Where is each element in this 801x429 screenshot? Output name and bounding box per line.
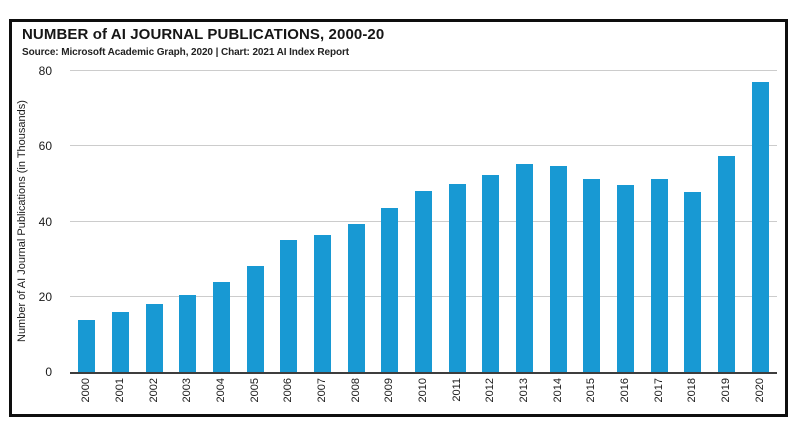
y-axis-ticks: 0 20 40 60 80 <box>12 65 60 378</box>
x-label-slot-2013: 2013 <box>508 378 542 414</box>
x-label-slot-2008: 2008 <box>339 378 373 414</box>
x-label-slot-2002: 2002 <box>137 378 171 414</box>
x-label-slot-2001: 2001 <box>104 378 138 414</box>
y-tick-label-40: 40 <box>38 214 52 229</box>
x-tick-label-2011: 2011 <box>450 378 463 402</box>
x-tick-label-2009: 2009 <box>383 378 396 403</box>
chart-frame: NUMBER of AI JOURNAL PUBLICATIONS, 2000-… <box>9 19 788 417</box>
bar-slot-2015 <box>575 71 609 372</box>
bar-slot-2007 <box>306 71 340 372</box>
x-label-slot-2009: 2009 <box>373 378 407 414</box>
bar-2018 <box>684 192 702 372</box>
x-label-slot-2011: 2011 <box>440 378 474 414</box>
x-tick-label-2015: 2015 <box>585 378 598 403</box>
y-tick-label-0: 0 <box>45 365 52 379</box>
x-label-slot-2016: 2016 <box>609 378 643 414</box>
x-tick-label-2016: 2016 <box>619 378 632 403</box>
bar-2000 <box>78 320 96 372</box>
x-tick-label-2020: 2020 <box>753 378 766 403</box>
x-label-slot-2004: 2004 <box>205 378 239 414</box>
x-label-slot-2007: 2007 <box>306 378 340 414</box>
x-tick-label-2007: 2007 <box>316 378 329 403</box>
x-label-slot-2005: 2005 <box>238 378 272 414</box>
x-tick-label-2008: 2008 <box>349 378 362 403</box>
x-tick-label-2019: 2019 <box>720 378 733 403</box>
x-tick-label-2018: 2018 <box>686 378 699 403</box>
bar-slot-2002 <box>137 71 171 372</box>
x-tick-label-2001: 2001 <box>114 378 126 403</box>
gridline-60 <box>70 145 777 147</box>
x-label-slot-2019: 2019 <box>710 378 744 414</box>
bar-slot-2017 <box>642 71 676 372</box>
bar-2014 <box>549 165 567 372</box>
x-tick-label-2003: 2003 <box>181 378 194 403</box>
x-label-slot-2014: 2014 <box>541 378 575 414</box>
x-tick-label-2005: 2005 <box>248 378 261 403</box>
bar-slot-2016 <box>609 71 643 372</box>
bar-slot-2020 <box>743 71 777 372</box>
bar-2002 <box>145 304 163 372</box>
x-label-slot-2010: 2010 <box>407 378 441 414</box>
bar-slot-2003 <box>171 71 205 372</box>
y-tick-label-20: 20 <box>38 289 52 304</box>
bar-slot-2005 <box>238 71 272 372</box>
bar-2004 <box>213 282 231 372</box>
x-label-slot-2018: 2018 <box>676 378 710 414</box>
bar-2017 <box>650 178 668 372</box>
x-tick-label-2010: 2010 <box>417 378 430 403</box>
bar-2001 <box>112 312 129 372</box>
bar-slot-2004 <box>205 71 239 372</box>
x-label-slot-2012: 2012 <box>474 378 508 414</box>
x-axis-labels: 2000 2001 2002 2003 2004 2005 2006 2007 2008 2009… <box>70 378 777 414</box>
bar-slot-2006 <box>272 71 306 372</box>
x-tick-label-2000: 2000 <box>80 378 93 403</box>
bar-slot-2000 <box>70 71 104 372</box>
bar-series <box>70 71 777 372</box>
bar-slot-2018 <box>676 71 710 372</box>
bar-2006 <box>280 239 298 372</box>
x-tick-label-2012: 2012 <box>484 378 497 403</box>
x-tick-label-2017: 2017 <box>652 378 665 403</box>
y-tick-label-80: 80 <box>38 64 52 78</box>
bar-slot-2011 <box>440 71 474 372</box>
bar-2009 <box>381 208 399 372</box>
bar-2010 <box>415 191 433 372</box>
bar-2013 <box>516 164 534 372</box>
bar-2019 <box>718 156 736 372</box>
bar-2012 <box>482 174 500 372</box>
bar-2020 <box>751 81 769 372</box>
x-label-slot-2006: 2006 <box>272 378 306 414</box>
plot-area <box>70 70 777 374</box>
bar-2008 <box>347 223 365 372</box>
x-tick-label-2006: 2006 <box>282 378 295 403</box>
x-tick-label-2002: 2002 <box>147 378 160 403</box>
chart-source-caption: Source: Microsoft Academic Graph, 2020 |… <box>22 47 350 58</box>
x-label-slot-2015: 2015 <box>575 378 609 414</box>
x-label-slot-2000: 2000 <box>70 378 104 414</box>
x-label-slot-2020: 2020 <box>743 378 777 414</box>
x-label-slot-2017: 2017 <box>642 378 676 414</box>
chart-title: NUMBER of AI JOURNAL PUBLICATIONS, 2000-… <box>22 26 385 43</box>
bar-slot-2009 <box>373 71 407 372</box>
x-tick-label-2014: 2014 <box>551 378 564 403</box>
x-label-slot-2003: 2003 <box>171 378 205 414</box>
bar-slot-2019 <box>710 71 744 372</box>
bar-2005 <box>246 265 264 372</box>
bar-slot-2012 <box>474 71 508 372</box>
bar-slot-2010 <box>407 71 441 372</box>
bar-2007 <box>314 235 332 372</box>
bar-slot-2014 <box>541 71 575 372</box>
bar-slot-2013 <box>508 71 542 372</box>
gridline-80 <box>70 70 777 71</box>
x-tick-label-2004: 2004 <box>215 378 228 403</box>
bar-2011 <box>448 183 466 372</box>
y-tick-label-60: 60 <box>38 139 52 154</box>
bar-2016 <box>617 185 635 372</box>
bar-slot-2008 <box>339 71 373 372</box>
bar-2015 <box>583 178 601 372</box>
x-tick-label-2013: 2013 <box>518 378 531 403</box>
bar-2003 <box>179 294 197 372</box>
bar-slot-2001 <box>104 71 138 372</box>
